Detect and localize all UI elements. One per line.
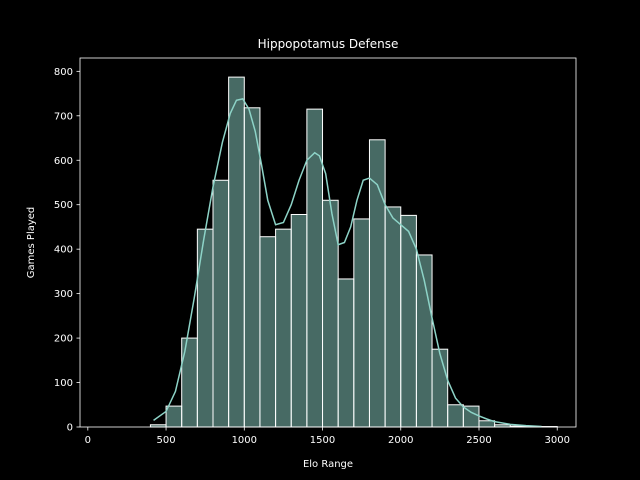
y-tick-label: 800 bbox=[54, 67, 73, 78]
histogram-bar bbox=[447, 404, 464, 428]
x-tick-label: 1000 bbox=[232, 435, 257, 446]
x-tick-label: 0 bbox=[85, 435, 91, 446]
kde-curve bbox=[153, 98, 542, 428]
y-tick-label: 400 bbox=[54, 245, 73, 256]
histogram-bar bbox=[337, 278, 355, 428]
histogram-bar bbox=[368, 139, 386, 428]
histogram-bar bbox=[165, 405, 183, 428]
y-axis-title: Games Played bbox=[26, 207, 37, 279]
histogram-bar bbox=[384, 206, 402, 428]
histogram-bar bbox=[290, 213, 308, 428]
y-tick-label: 600 bbox=[54, 156, 73, 167]
y-tick-label: 100 bbox=[54, 378, 73, 389]
histogram-bar bbox=[431, 348, 449, 428]
histogram-bar bbox=[275, 228, 292, 428]
histogram-bar bbox=[259, 236, 277, 428]
y-tick-label: 700 bbox=[54, 111, 73, 122]
x-tick-label: 2500 bbox=[466, 435, 491, 446]
chart-title: Hippopotamus Defense bbox=[258, 37, 399, 51]
histogram-bar bbox=[243, 107, 261, 428]
histogram-bar bbox=[478, 420, 496, 428]
y-axis-ticks: 0 100 200 300 400 500 600 700 800 bbox=[54, 67, 80, 434]
histogram-bar bbox=[181, 337, 198, 428]
x-tick-label: 1500 bbox=[310, 435, 335, 446]
y-tick-label: 200 bbox=[54, 334, 73, 345]
x-axis-title: Elo Range bbox=[303, 459, 353, 470]
x-tick-label: 500 bbox=[157, 435, 176, 446]
y-tick-label: 0 bbox=[67, 423, 73, 434]
histogram-bar bbox=[353, 218, 370, 428]
y-tick-label: 500 bbox=[54, 200, 73, 211]
histogram-bar bbox=[228, 76, 245, 428]
histogram-bars bbox=[149, 76, 558, 428]
histogram-bar bbox=[400, 214, 417, 428]
x-tick-label: 3000 bbox=[544, 435, 569, 446]
plot-area-frame bbox=[79, 57, 577, 428]
x-tick-label: 2000 bbox=[388, 435, 413, 446]
y-tick-label: 300 bbox=[54, 289, 73, 300]
histogram-bar bbox=[196, 228, 214, 428]
histogram-bar bbox=[212, 179, 230, 428]
x-axis-ticks: 0 500 1000 1500 2000 2500 3000 bbox=[85, 427, 570, 446]
